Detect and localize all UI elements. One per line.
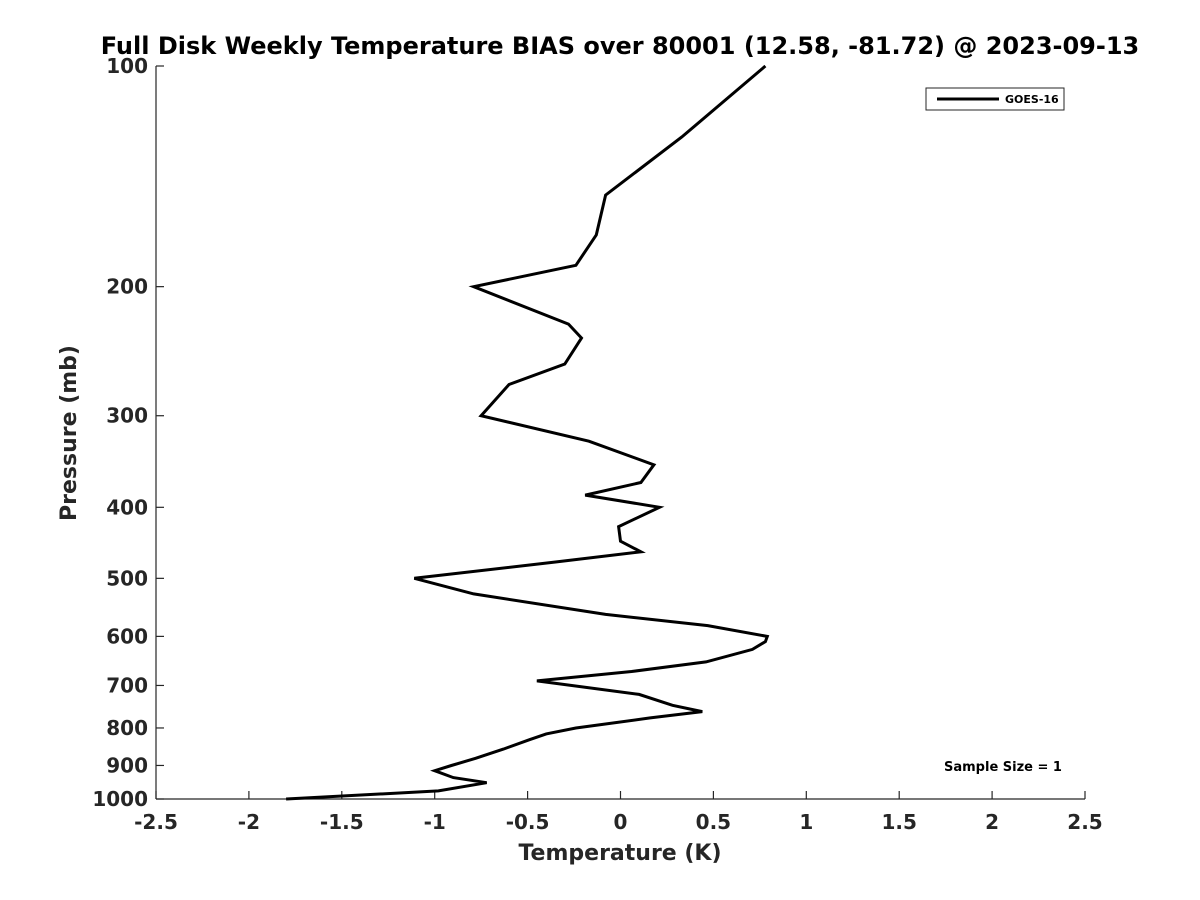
y-tick-label: 800 — [106, 716, 148, 740]
x-tick-label: -2.5 — [134, 810, 178, 834]
y-tick-label: 600 — [106, 624, 148, 648]
y-tick-label: 200 — [106, 275, 148, 299]
y-tick-label: 1000 — [92, 787, 148, 811]
x-tick-label: 2 — [985, 810, 999, 834]
plot-area — [155, 66, 1085, 800]
y-tick-label: 300 — [106, 404, 148, 428]
x-tick-label: 0 — [614, 810, 628, 834]
x-tick-label: 2.5 — [1067, 810, 1102, 834]
x-tick-label: 1 — [799, 810, 813, 834]
x-tick-label: -2 — [238, 810, 260, 834]
y-tick-label: 100 — [106, 54, 148, 78]
y-tick-label: 900 — [106, 753, 148, 777]
y-tick-label: 500 — [106, 566, 148, 590]
x-tick-label: 0.5 — [696, 810, 731, 834]
legend: GOES-16 — [925, 87, 1065, 111]
x-tick-label: -1 — [424, 810, 446, 834]
x-tick-label: -1.5 — [320, 810, 364, 834]
y-tick-label: 700 — [106, 673, 148, 697]
sample-size-annotation: Sample Size = 1 — [944, 760, 1062, 775]
x-axis-label: Temperature (K) — [518, 841, 721, 866]
x-ticks: -2.5 -2 -1.5 -1 -0.5 0 0.5 1 1.5 2 2.5 — [134, 791, 1103, 834]
series-line-goes-16 — [286, 64, 770, 801]
x-tick-label: -0.5 — [506, 810, 550, 834]
y-tick-label: 400 — [106, 495, 148, 519]
y-axis-label: Pressure (mb) — [57, 345, 82, 521]
chart-title: Full Disk Weekly Temperature BIAS over 8… — [101, 32, 1140, 60]
x-tick-label: 1.5 — [881, 810, 916, 834]
y-ticks: 100 200 300 400 500 600 700 800 900 1000 — [92, 54, 164, 811]
legend-label: GOES-16 — [1005, 93, 1059, 106]
series-layer — [286, 64, 770, 801]
